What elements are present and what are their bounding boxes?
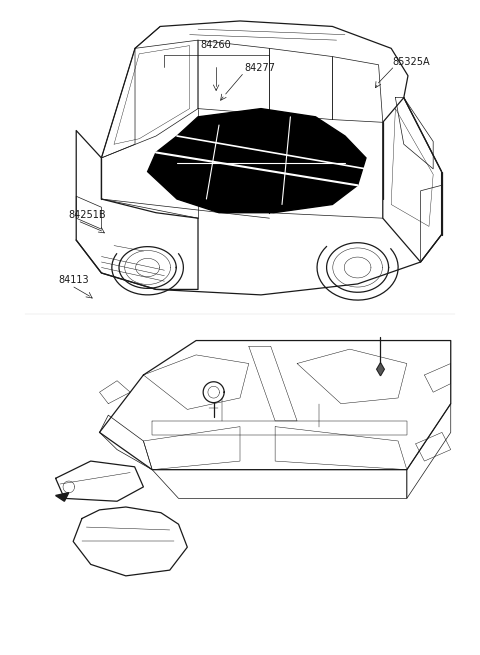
Polygon shape — [148, 109, 366, 213]
Text: 84113: 84113 — [59, 275, 89, 285]
Text: 84277: 84277 — [245, 63, 276, 73]
Text: 84260: 84260 — [201, 41, 231, 50]
Text: 84251B: 84251B — [68, 210, 106, 220]
Polygon shape — [56, 493, 69, 501]
Text: 85325A: 85325A — [393, 56, 431, 67]
Polygon shape — [377, 363, 384, 376]
